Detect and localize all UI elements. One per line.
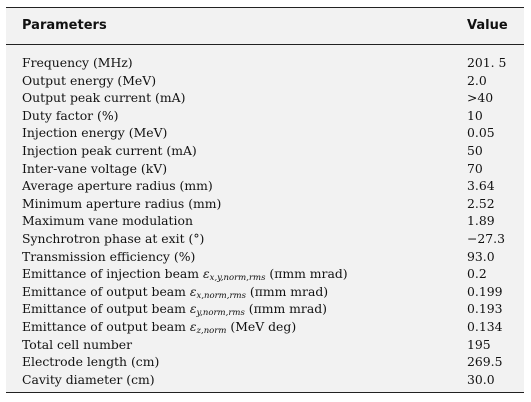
epsilon-subscript: x,norm,rms — [196, 290, 246, 301]
table-row: Inter-vane voltage (kV) 70 — [6, 160, 524, 178]
table-top-rule — [6, 7, 524, 8]
table-row: Average aperture radius (mm) 3.64 — [6, 177, 524, 195]
row-value: 0.199 — [467, 283, 503, 299]
row-parameter: Transmission efficiency (%) — [22, 248, 196, 264]
row-parameter: Injection peak current (mA) — [22, 142, 197, 158]
row-value: 10 — [467, 107, 483, 123]
row-value: 70 — [467, 160, 483, 176]
row-value: 50 — [467, 142, 483, 158]
row-parameter: Emittance of injection beam εx,y,norm,rm… — [22, 265, 348, 288]
epsilon-symbol: ε — [189, 301, 197, 317]
row-value: 30.0 — [467, 371, 495, 387]
row-value: 93.0 — [467, 248, 495, 264]
row-value: 3.64 — [467, 178, 495, 194]
table-row: Emittance of output beam εx,norm,rms (πm… — [6, 283, 524, 301]
row-parameter-unit: (MeV deg) — [226, 318, 297, 334]
row-value: 0.134 — [467, 318, 503, 334]
row-value: 2.52 — [467, 195, 495, 211]
row-parameter: Total cell number — [22, 336, 133, 352]
row-value: −27.3 — [467, 230, 505, 246]
row-value: 0.05 — [467, 125, 495, 141]
epsilon-symbol: ε — [203, 266, 210, 282]
row-parameter: Electrode length (cm) — [22, 354, 160, 370]
row-parameter: Average aperture radius (mm) — [22, 178, 213, 194]
row-parameter: Maximum vane modulation — [22, 213, 193, 229]
table-row: Electrode length (cm) 269.5 — [6, 353, 524, 371]
row-value: 1.89 — [467, 213, 495, 229]
row-parameter: Inter-vane voltage (kV) — [22, 160, 168, 176]
row-value: >40 — [467, 90, 494, 106]
table-row: Output peak current (mA) >40 — [6, 89, 524, 107]
table-row: Maximum vane modulation 1.89 — [6, 212, 524, 230]
table-body: Frequency (MHz) 201. 5 Output energy (Me… — [6, 54, 524, 388]
header-value: Value — [467, 18, 508, 33]
row-parameter-prefix: Emittance of output beam — [22, 301, 190, 317]
row-parameter: Emittance of output beam εy,norm,rms (πm… — [22, 300, 327, 323]
table-row: Duty factor (%) 10 — [6, 107, 524, 125]
row-value: 2.0 — [467, 72, 487, 88]
row-parameter: Synchrotron phase at exit (°) — [22, 230, 205, 246]
row-parameter: Injection energy (MeV) — [22, 125, 168, 141]
table-row: Synchrotron phase at exit (°) −27.3 — [6, 230, 524, 248]
epsilon-subscript: z,norm — [196, 325, 227, 336]
row-parameter-prefix: Emittance of output beam — [22, 283, 190, 299]
row-parameter: Duty factor (%) — [22, 107, 119, 123]
table-row: Injection energy (MeV) 0.05 — [6, 124, 524, 142]
table-row: Total cell number 195 — [6, 336, 524, 354]
epsilon-symbol: ε — [189, 283, 197, 299]
table-row: Emittance of output beam εz,norm (MeV de… — [6, 318, 524, 336]
row-value: 0.193 — [467, 301, 503, 317]
row-parameter: Emittance of output beam εz,norm (MeV de… — [22, 318, 296, 341]
row-parameter: Emittance of output beam εx,norm,rms (πm… — [22, 283, 328, 306]
table-bottom-rule — [6, 392, 524, 393]
table-row: Cavity diameter (cm) 30.0 — [6, 371, 524, 389]
table-row: Transmission efficiency (%) 93.0 — [6, 248, 524, 266]
row-value: 201. 5 — [467, 55, 507, 70]
row-parameter: Cavity diameter (cm) — [22, 371, 155, 387]
table-header: Parameters Value — [6, 8, 524, 44]
row-parameter-prefix: Emittance of output beam — [22, 318, 190, 334]
table-row: Emittance of injection beam εx,y,norm,rm… — [6, 265, 524, 283]
row-parameter-unit: (πmm mrad) — [244, 301, 327, 317]
row-parameter-unit: (πmm mrad) — [265, 266, 348, 282]
row-parameter: Output energy (MeV) — [22, 72, 157, 88]
epsilon-subscript: y,norm,rms — [196, 308, 245, 319]
epsilon-subscript: x,y,norm,rms — [209, 273, 266, 284]
table-header-rule — [6, 44, 524, 45]
table-row: Minimum aperture radius (mm) 2.52 — [6, 195, 524, 213]
row-parameter: Minimum aperture radius (mm) — [22, 195, 222, 211]
row-parameter-unit: (πmm mrad) — [245, 283, 329, 299]
row-value: 0.2 — [467, 266, 487, 282]
row-parameter-prefix: Emittance of injection beam — [22, 266, 203, 282]
epsilon-symbol: ε — [189, 318, 197, 334]
table-row: Frequency (MHz) 201. 5 — [6, 54, 524, 72]
row-value: 195 — [467, 336, 491, 352]
table-row: Emittance of output beam εy,norm,rms (πm… — [6, 300, 524, 318]
row-value: 269.5 — [467, 354, 503, 370]
header-parameters: Parameters — [22, 18, 107, 33]
table-row: Injection peak current (mA) 50 — [6, 142, 524, 160]
row-parameter: Output peak current (mA) — [22, 90, 186, 106]
parameters-table: Parameters Value Frequency (MHz) 201. 5 … — [6, 7, 524, 393]
row-parameter: Frequency (MHz) — [22, 55, 133, 70]
table-row: Output energy (MeV) 2.0 — [6, 72, 524, 90]
